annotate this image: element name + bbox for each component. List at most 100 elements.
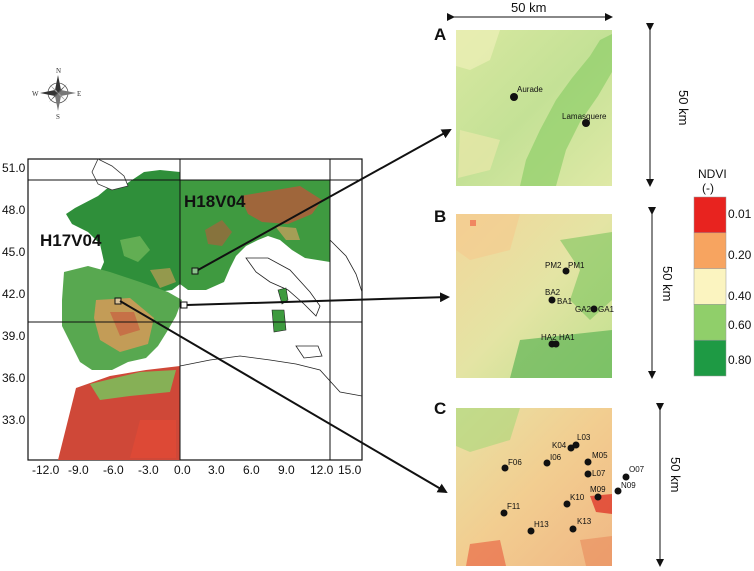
site-marker	[584, 458, 592, 466]
y-tick: 42.0	[2, 287, 26, 301]
site-label: F06	[508, 458, 522, 467]
balkan-coast	[329, 239, 363, 293]
site-marker	[501, 464, 509, 472]
site-label: BA2	[545, 288, 561, 297]
site-label: M05	[592, 451, 608, 460]
site-label: O07	[629, 465, 645, 474]
site-marker	[584, 470, 592, 478]
site-label: Lamasquere	[562, 112, 607, 121]
y-axis-ticks: 51.0 48.0 45.0 42.0 39.0 36.0 33.0	[2, 161, 26, 427]
legend-unit: (-)	[702, 181, 714, 195]
compass-e: E	[77, 90, 81, 98]
x-tick: 3.0	[208, 463, 225, 477]
legend-label: 0.80	[728, 353, 752, 367]
y-tick: 48.0	[2, 203, 26, 217]
compass-w: W	[32, 90, 39, 98]
tile-label-h18v04: H18V04	[184, 192, 246, 211]
site-label: M09	[590, 485, 606, 494]
site-marker	[614, 487, 622, 495]
x-tick: -9.0	[68, 463, 89, 477]
legend-label: 0.01	[728, 207, 752, 221]
site-marker	[510, 93, 518, 101]
legend-label: 0.40	[728, 289, 752, 303]
y-tick: 33.0	[2, 413, 26, 427]
site-label: F11	[507, 502, 521, 511]
panel-letter-c: C	[434, 399, 446, 418]
legend-swatch	[693, 268, 727, 305]
site-marker	[622, 473, 630, 481]
y-tick: 39.0	[2, 329, 26, 343]
site-marker	[582, 119, 590, 127]
legend-swatch	[693, 304, 727, 341]
scale-height-label-a: 50 km	[676, 90, 691, 125]
site-label: K04	[552, 441, 567, 450]
africa-coast-east	[179, 355, 363, 397]
site-label: Aurade	[517, 85, 543, 94]
britain-outline	[91, 158, 129, 191]
site-label: N09	[621, 481, 636, 490]
panel-a: A Aurade Lamasquere 50 km	[434, 23, 691, 187]
x-tick: 9.0	[278, 463, 295, 477]
site-label: HA1	[559, 333, 575, 342]
france-land	[66, 170, 180, 292]
legend-swatch	[693, 232, 727, 269]
site-label: L03	[577, 433, 591, 442]
legend-label: 0.20	[728, 248, 752, 262]
site-label: HA2	[541, 333, 557, 342]
panel-b: B PM2 PM1 BA2 BA1 GA2 GA1 HA2 HA1 50 km	[434, 207, 675, 379]
study-box-a	[191, 267, 199, 275]
tile-label-h17v04: H17V04	[40, 231, 102, 250]
scale-height-label-c: 50 km	[668, 457, 683, 492]
scale-height-label-b: 50 km	[660, 266, 675, 301]
x-axis-ticks: -12.0 -9.0 -6.0 -3.0 0.0 3.0 6.0 9.0 12.…	[32, 463, 362, 477]
site-marker	[572, 441, 580, 449]
x-tick: 12.0	[310, 463, 334, 477]
site-label: BA1	[557, 297, 573, 306]
site-label: PM1	[568, 261, 585, 270]
arrow-to-panel-a	[197, 129, 452, 271]
x-tick: -12.0	[32, 463, 60, 477]
legend-title: NDVI	[698, 167, 727, 181]
x-tick: 0.0	[174, 463, 191, 477]
x-tick: -3.0	[138, 463, 159, 477]
x-tick: -6.0	[103, 463, 124, 477]
site-marker	[552, 340, 560, 348]
compass-n: N	[56, 67, 61, 75]
panel-letter-b: B	[434, 207, 446, 226]
legend-swatch	[693, 196, 727, 234]
site-marker	[562, 267, 570, 275]
site-marker	[500, 509, 508, 517]
alps-red-relief	[240, 186, 322, 224]
scale-width: 50 km	[447, 0, 613, 21]
panel-letter-a: A	[434, 25, 446, 44]
compass-s: S	[56, 113, 60, 121]
legend-swatch	[693, 339, 727, 377]
ndvi-legend: NDVI (-) 0.01 0.20 0.40 0.60 0.80	[693, 167, 752, 377]
y-tick: 45.0	[2, 245, 26, 259]
x-tick: 15.0	[338, 463, 362, 477]
site-marker	[548, 296, 556, 304]
legend-label: 0.60	[728, 318, 752, 332]
site-label: I06	[550, 453, 562, 462]
site-label: K13	[577, 517, 592, 526]
site-marker	[594, 493, 602, 501]
arrow-to-panel-c	[119, 300, 448, 494]
site-label: L07	[592, 469, 606, 478]
site-label: PM2	[545, 261, 562, 270]
site-label: H13	[534, 520, 549, 529]
site-marker	[563, 500, 571, 508]
site-marker	[590, 305, 598, 313]
corsica-sardinia	[271, 287, 289, 333]
main-map: H17V04 H18V04 51.0 48.0 45.0 42.0 39.0 3…	[2, 158, 363, 477]
arrow-to-panel-b	[186, 292, 450, 306]
site-marker	[543, 459, 551, 467]
compass-rose-icon: N S E W	[32, 67, 81, 121]
panel-c: C K04 L03 F06 I06 M05 L07 O07 N09 M09 K1…	[434, 399, 683, 567]
site-marker	[527, 527, 535, 535]
site-label: K10	[570, 493, 585, 502]
site-label: GA2	[575, 305, 592, 314]
y-tick: 36.0	[2, 371, 26, 385]
x-tick: 6.0	[243, 463, 260, 477]
sicily-outline	[295, 345, 323, 359]
